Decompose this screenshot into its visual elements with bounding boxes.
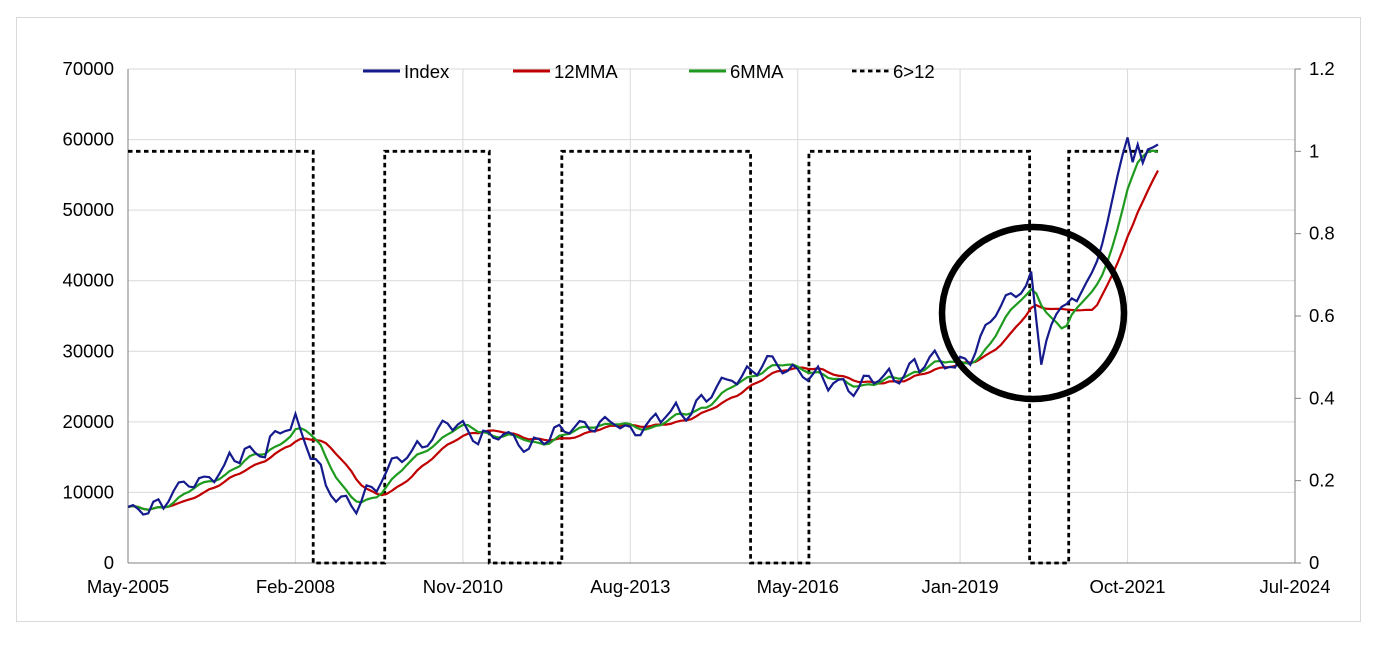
svg-text:0.2: 0.2 <box>1309 470 1335 491</box>
svg-text:70000: 70000 <box>63 58 114 79</box>
svg-text:Aug-2013: Aug-2013 <box>590 576 670 597</box>
svg-text:Nov-2010: Nov-2010 <box>423 576 503 597</box>
svg-text:20000: 20000 <box>63 411 114 432</box>
svg-text:6>12: 6>12 <box>893 61 935 82</box>
svg-text:Index: Index <box>404 61 450 82</box>
svg-text:0.4: 0.4 <box>1309 387 1335 408</box>
svg-text:May-2005: May-2005 <box>87 576 169 597</box>
svg-text:Feb-2008: Feb-2008 <box>256 576 335 597</box>
svg-text:0: 0 <box>1309 552 1319 573</box>
svg-text:1: 1 <box>1309 140 1319 161</box>
svg-text:50000: 50000 <box>63 199 114 220</box>
svg-text:6MMA: 6MMA <box>730 61 784 82</box>
svg-text:0: 0 <box>104 552 114 573</box>
svg-text:0.6: 0.6 <box>1309 305 1335 326</box>
svg-text:30000: 30000 <box>63 340 114 361</box>
svg-text:Jan-2019: Jan-2019 <box>922 576 999 597</box>
svg-text:Jul-2024: Jul-2024 <box>1260 576 1331 597</box>
svg-text:May-2016: May-2016 <box>757 576 839 597</box>
svg-text:40000: 40000 <box>63 270 114 291</box>
svg-text:0.8: 0.8 <box>1309 223 1335 244</box>
svg-text:10000: 10000 <box>63 481 114 502</box>
svg-text:60000: 60000 <box>63 129 114 150</box>
svg-text:1.2: 1.2 <box>1309 58 1335 79</box>
svg-text:Oct-2021: Oct-2021 <box>1090 576 1166 597</box>
svg-text:12MMA: 12MMA <box>554 61 618 82</box>
